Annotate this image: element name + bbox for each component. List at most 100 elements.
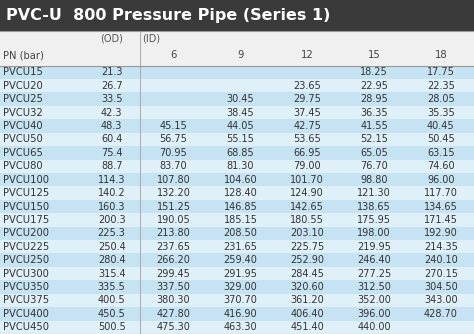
Text: 250.4: 250.4 [98,242,126,252]
Text: 83.70: 83.70 [160,161,187,171]
Text: 320.60: 320.60 [291,282,324,292]
Text: 79.00: 79.00 [293,161,321,171]
Text: 427.80: 427.80 [156,309,191,319]
Text: 315.4: 315.4 [98,269,126,279]
Text: PVCU450: PVCU450 [3,322,49,332]
Text: 74.60: 74.60 [427,161,455,171]
Text: 66.95: 66.95 [293,148,321,158]
Text: 23.65: 23.65 [293,81,321,91]
Text: 18: 18 [435,50,447,60]
Text: 30.45: 30.45 [227,94,254,104]
Text: 15: 15 [368,50,381,60]
Text: 246.40: 246.40 [357,255,391,265]
Text: 237.65: 237.65 [156,242,191,252]
Text: 361.20: 361.20 [291,296,324,306]
Text: 98.80: 98.80 [360,175,388,185]
Text: 304.50: 304.50 [424,282,458,292]
Text: 37.45: 37.45 [293,108,321,118]
Text: 214.35: 214.35 [424,242,458,252]
Text: 6: 6 [170,50,177,60]
Text: PVCU250: PVCU250 [3,255,49,265]
Text: 140.2: 140.2 [98,188,126,198]
Bar [0,294,474,307]
Bar [0,200,474,213]
Text: 52.15: 52.15 [360,134,388,144]
Text: PVCU200: PVCU200 [3,228,49,238]
Text: 53.65: 53.65 [293,134,321,144]
Text: 451.40: 451.40 [291,322,324,332]
Text: 68.85: 68.85 [227,148,254,158]
Bar [0,186,474,200]
Text: 56.75: 56.75 [160,134,188,144]
Text: 270.15: 270.15 [424,269,458,279]
Text: 44.05: 44.05 [227,121,254,131]
Text: 190.05: 190.05 [157,215,191,225]
Text: 28.05: 28.05 [427,94,455,104]
Text: 463.30: 463.30 [224,322,257,332]
Bar [0,160,474,173]
Bar [0,254,474,267]
Text: 370.70: 370.70 [223,296,257,306]
Text: 22.95: 22.95 [360,81,388,91]
Text: 475.30: 475.30 [156,322,191,332]
Text: PVCU15: PVCU15 [3,67,43,77]
Bar [0,65,474,79]
Text: 132.20: 132.20 [156,188,191,198]
Text: 22.35: 22.35 [427,81,455,91]
Text: 101.70: 101.70 [291,175,324,185]
Text: 38.45: 38.45 [227,108,254,118]
Text: 114.3: 114.3 [98,175,126,185]
Text: 40.45: 40.45 [427,121,455,131]
Text: PVCU100: PVCU100 [3,175,49,185]
Text: 9: 9 [237,50,244,60]
Text: PVCU25: PVCU25 [3,94,43,104]
Text: 352.00: 352.00 [357,296,391,306]
Bar [0,280,474,294]
Text: PVCU400: PVCU400 [3,309,49,319]
Text: 299.45: 299.45 [156,269,191,279]
Text: 335.5: 335.5 [98,282,126,292]
Bar [0,31,474,65]
Text: 138.65: 138.65 [357,201,391,211]
Text: 70.95: 70.95 [160,148,187,158]
Text: 50.45: 50.45 [427,134,455,144]
Bar [0,146,474,160]
Text: 42.3: 42.3 [101,108,122,118]
Bar [0,119,474,133]
Text: 208.50: 208.50 [223,228,257,238]
Text: 128.40: 128.40 [224,188,257,198]
Text: 134.65: 134.65 [424,201,458,211]
Text: 329.00: 329.00 [224,282,257,292]
Text: 124.90: 124.90 [291,188,324,198]
Bar [0,79,474,93]
Text: 450.5: 450.5 [98,309,126,319]
Text: 343.00: 343.00 [424,296,457,306]
Text: PVCU300: PVCU300 [3,269,49,279]
Text: 180.55: 180.55 [291,215,324,225]
Text: 240.10: 240.10 [424,255,458,265]
Text: 33.5: 33.5 [101,94,122,104]
Bar [0,227,474,240]
Text: 76.70: 76.70 [360,161,388,171]
Text: 36.35: 36.35 [360,108,388,118]
Text: 104.60: 104.60 [224,175,257,185]
Text: 35.35: 35.35 [427,108,455,118]
Text: 29.75: 29.75 [293,94,321,104]
Text: 192.90: 192.90 [424,228,458,238]
Text: 440.00: 440.00 [357,322,391,332]
Text: 142.65: 142.65 [291,201,324,211]
Text: 175.95: 175.95 [357,215,391,225]
Text: 55.15: 55.15 [227,134,255,144]
Text: 277.25: 277.25 [357,269,392,279]
Text: 396.00: 396.00 [357,309,391,319]
Text: 12: 12 [301,50,314,60]
Text: 198.00: 198.00 [357,228,391,238]
Text: PVCU65: PVCU65 [3,148,43,158]
Text: 280.4: 280.4 [98,255,126,265]
Text: PVCU350: PVCU350 [3,282,49,292]
Text: 213.80: 213.80 [157,228,191,238]
Text: 225.3: 225.3 [98,228,126,238]
Text: PVCU150: PVCU150 [3,201,49,211]
Text: 219.95: 219.95 [357,242,391,252]
Text: 185.15: 185.15 [223,215,257,225]
